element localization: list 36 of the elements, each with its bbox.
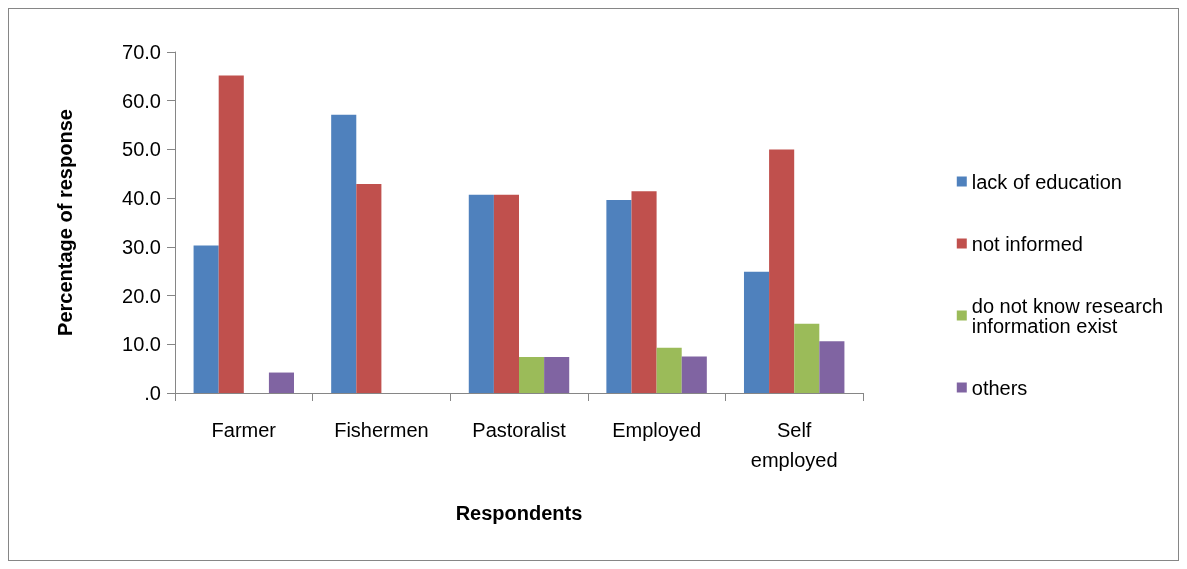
- x-tick-label: Pastoralist: [472, 419, 567, 441]
- bar: [193, 245, 219, 393]
- bar: [656, 347, 682, 393]
- x-tick-label: Farmer: [211, 419, 277, 441]
- y-tick-label: 70.0: [122, 41, 161, 63]
- bar: [606, 200, 632, 393]
- y-tick-label: 40.0: [122, 187, 161, 210]
- legend-label: lack of education: [971, 170, 1122, 193]
- y-tick-label: 50.0: [122, 138, 161, 161]
- x-tick-label: Employed: [612, 419, 702, 441]
- x-tick-label: Fishermen: [334, 419, 429, 441]
- bar: [681, 356, 707, 393]
- bar: [794, 323, 820, 393]
- bar: [631, 191, 657, 393]
- bar: [819, 341, 845, 393]
- bar: [468, 194, 494, 393]
- legend-label: not informed: [971, 232, 1083, 255]
- y-axis-title: Percentage of response: [54, 109, 76, 336]
- y-tick-label: 10.0: [122, 333, 161, 356]
- x-tick-label: Self employed: [750, 419, 838, 471]
- x-axis-title: Respondents: [455, 502, 583, 524]
- bar: [268, 372, 295, 393]
- legend-label: others: [971, 376, 1028, 399]
- y-tick-label: 20.0: [122, 284, 161, 307]
- legend-label: do not know research information exist: [971, 294, 1164, 337]
- bar: [769, 149, 795, 393]
- bar: [331, 114, 357, 393]
- bar: [519, 356, 545, 393]
- bar: [743, 271, 770, 393]
- bar: [544, 356, 570, 393]
- y-tick-label: 60.0: [122, 89, 161, 112]
- y-tick-label: 30.0: [122, 235, 161, 258]
- y-tick-label: .0: [144, 382, 161, 404]
- bar: [218, 75, 244, 393]
- bar: [356, 184, 382, 393]
- bar: [493, 194, 519, 393]
